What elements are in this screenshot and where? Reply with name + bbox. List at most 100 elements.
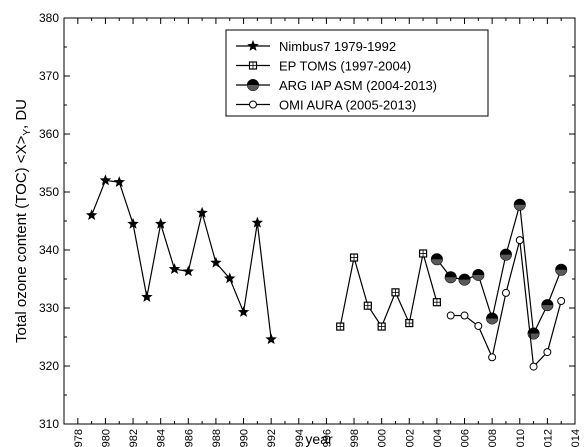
y-tick-label: 370: [39, 69, 59, 83]
data-point: [458, 273, 471, 286]
circle-marker: [513, 198, 526, 211]
data-point: [85, 209, 98, 221]
data-point: [513, 198, 526, 211]
data-point: [391, 288, 400, 297]
circle-marker: [555, 263, 568, 276]
data-point: [113, 176, 125, 187]
x-tick-label: 1984: [156, 429, 168, 447]
star-marker: [154, 217, 167, 229]
x-tick-label: 1990: [239, 429, 251, 447]
y-axis-label-subscript: Y: [22, 129, 33, 136]
series-1: [85, 174, 277, 345]
data-point: [486, 312, 499, 325]
series-3: [430, 198, 568, 340]
data-point: [405, 318, 414, 328]
y-tick-label: 330: [39, 301, 59, 315]
data-point: [499, 248, 512, 261]
open-circle-marker: [488, 353, 497, 362]
data-point: [557, 297, 566, 306]
y-axis: 310 320 330 340 350 360 370 380: [39, 11, 575, 431]
data-point: [237, 306, 250, 317]
circle-marker: [486, 312, 499, 325]
y-tick-label: 320: [39, 359, 59, 373]
legend-label: EP TOMS (1997-2004): [279, 59, 411, 74]
circle-marker-highlight: [555, 269, 567, 276]
star-marker: [182, 265, 194, 277]
circle-marker-highlight: [445, 277, 457, 283]
data-point: [247, 79, 259, 91]
data-point: [154, 217, 167, 229]
x-tick-label: 1978: [73, 429, 85, 447]
data-point: [446, 311, 455, 320]
data-point: [501, 288, 510, 297]
data-point: [474, 321, 483, 330]
data-point: [247, 40, 259, 51]
x-tick-label: 2002: [404, 429, 416, 447]
data-point: [515, 236, 524, 245]
data-point: [99, 174, 112, 186]
x-tick-label: 2014: [570, 429, 582, 447]
star-marker: [237, 306, 250, 317]
legend: Nimbus7 1979-1992 EP TOMS (1997-2004) ARG …: [225, 29, 489, 117]
x-tick-label: 1986: [183, 429, 195, 447]
y-tick-label: 340: [39, 243, 59, 257]
star-marker: [251, 216, 264, 228]
y-tick-label: 360: [39, 127, 59, 141]
data-point: [224, 272, 236, 284]
data-point: [349, 253, 359, 262]
data-point: [460, 311, 469, 320]
series-line: [91, 179, 272, 340]
legend-label: Nimbus7 1979-1992: [279, 39, 396, 54]
star-marker: [85, 209, 98, 221]
legend-entry: Nimbus7 1979-1992: [236, 39, 396, 54]
open-circle-marker: [446, 311, 455, 320]
open-circle-marker: [557, 297, 566, 306]
data-point: [488, 353, 497, 362]
open-circle-marker: [474, 321, 483, 330]
circle-marker: [472, 268, 485, 281]
legend-box: [225, 29, 489, 117]
star-marker: [99, 174, 112, 186]
data-point: [196, 206, 208, 218]
data-point: [472, 268, 485, 281]
data-point: [336, 322, 345, 331]
x-tick-label: 2000: [377, 429, 389, 447]
star-marker: [210, 256, 222, 268]
x-tick-label: 1980: [100, 429, 112, 447]
data-point: [543, 348, 552, 357]
circle-marker: [247, 79, 259, 91]
star-marker: [113, 176, 125, 187]
y-axis-label-unit: , DU: [13, 99, 30, 129]
circle-marker: [444, 271, 457, 284]
y-axis-label: Total ozone content (TOC) <X>Y, DU: [13, 99, 33, 343]
star-marker: [265, 333, 277, 345]
legend-label: OMI AURA (2005-2013): [279, 98, 416, 113]
open-circle-marker: [543, 348, 552, 357]
series-4: [446, 236, 566, 371]
x-tick-label: 1982: [128, 429, 140, 447]
data-point: [430, 253, 443, 266]
x-tick-label: 1994: [294, 429, 306, 447]
series-line: [436, 204, 562, 336]
data-point: [555, 263, 568, 276]
data-point: [127, 217, 139, 229]
x-axis: 1978 1980 1982 1984 1986 1988 1990 1992 1994 1996…: [63, 18, 582, 447]
open-circle-marker: [460, 311, 469, 320]
data-point: [251, 216, 264, 228]
y-tick-label: 310: [39, 417, 59, 431]
legend-entry: ARG IAP ASM (2004-2013): [236, 78, 437, 93]
data-point: [432, 298, 441, 307]
star-marker: [224, 272, 236, 284]
circle-marker-highlight: [541, 305, 553, 311]
circle-marker-highlight: [459, 279, 471, 286]
data-point: [210, 256, 222, 268]
open-circle-marker: [249, 100, 257, 109]
circle-marker-highlight: [472, 274, 484, 281]
data-point: [444, 271, 457, 284]
open-circle-marker: [515, 236, 524, 245]
legend-entry: EP TOMS (1997-2004): [236, 59, 411, 74]
x-tick-label: 1996: [321, 429, 333, 447]
data-point: [248, 61, 258, 70]
legend-entry: OMI AURA (2005-2013): [236, 98, 416, 113]
